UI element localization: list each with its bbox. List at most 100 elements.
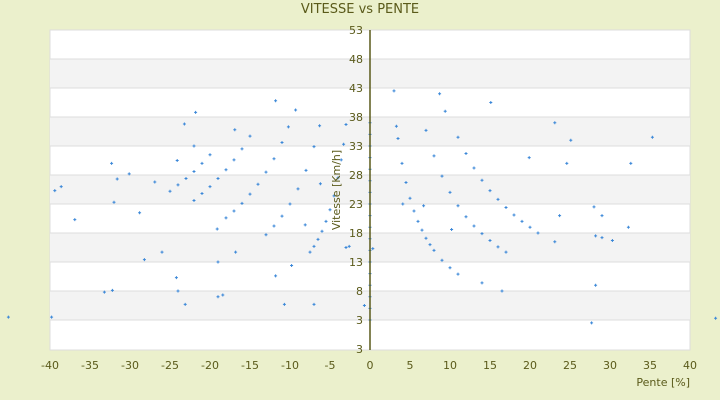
x-tick-label: 10 (443, 359, 457, 372)
data-point (558, 214, 562, 218)
y-tick-label: 48 (349, 53, 363, 66)
x-tick-label: -20 (201, 359, 219, 372)
data-point (527, 156, 531, 160)
data-point (408, 196, 412, 200)
x-tick-label: -25 (161, 359, 179, 372)
data-point (400, 161, 404, 165)
data-point (176, 289, 180, 293)
x-tick-label: -10 (281, 359, 299, 372)
data-point (324, 219, 328, 223)
data-point (256, 182, 260, 186)
data-point (371, 247, 375, 251)
data-point (110, 161, 114, 165)
y-tick-label: 53 (349, 24, 363, 37)
data-point (59, 185, 63, 189)
data-point (464, 152, 468, 156)
y-tick-label: 38 (349, 111, 363, 124)
data-point (456, 135, 460, 139)
data-point (221, 293, 225, 297)
y-tick-label: 23 (349, 198, 363, 211)
data-point (339, 158, 343, 162)
data-point (650, 135, 654, 139)
data-point (504, 205, 508, 209)
data-point (610, 239, 614, 243)
y-tick-label: 43 (349, 82, 363, 95)
data-point (194, 110, 198, 114)
data-point (112, 200, 116, 204)
x-tick-label: -5 (325, 359, 336, 372)
data-point (344, 123, 348, 127)
data-point (432, 248, 436, 252)
data-point (565, 161, 569, 165)
data-point (316, 237, 320, 241)
x-tick-label: 40 (683, 359, 697, 372)
data-point (714, 316, 718, 320)
data-point (420, 228, 424, 232)
data-point (416, 219, 420, 223)
data-point (600, 236, 604, 240)
x-tick-label: 15 (483, 359, 497, 372)
data-point (553, 240, 557, 244)
x-tick-label: -35 (81, 359, 99, 372)
data-point (286, 125, 290, 129)
data-point (73, 218, 77, 222)
data-point (224, 168, 228, 172)
data-point (168, 189, 172, 193)
data-point (600, 214, 604, 218)
data-point (438, 92, 442, 96)
data-point (264, 170, 268, 174)
data-point (443, 109, 447, 113)
data-point (448, 190, 452, 194)
data-point (464, 215, 468, 219)
x-tick-label: 5 (407, 359, 414, 372)
data-point (344, 246, 348, 249)
data-point (592, 205, 596, 209)
data-point (456, 272, 460, 276)
data-point (183, 302, 187, 306)
y-axis-label: Vitesse [Km/h] (330, 150, 343, 230)
data-point (512, 213, 516, 217)
x-tick-labels: -40 -35 -30 -25 -20 -15 -10 -5 0 5 10 15 20 25 30 35 40 (41, 359, 697, 372)
y-tick-label: 13 (349, 256, 363, 269)
data-point (182, 122, 186, 126)
data-point (428, 243, 432, 247)
data-point (488, 239, 492, 243)
data-point (569, 138, 573, 142)
data-point (504, 250, 508, 254)
y-tick-label: 18 (349, 227, 363, 240)
data-point (175, 159, 179, 162)
x-tick-label: 0 (367, 359, 374, 372)
data-point (626, 225, 630, 229)
data-point (308, 250, 312, 254)
data-point (232, 158, 236, 162)
data-point (6, 315, 10, 319)
data-point (280, 214, 284, 218)
data-point (232, 209, 236, 213)
y-tick-label: 3 (356, 314, 363, 327)
data-point (448, 266, 452, 270)
data-point (590, 321, 594, 325)
data-point (401, 202, 405, 206)
data-point (50, 315, 54, 319)
data-point (480, 232, 484, 236)
data-point (216, 176, 220, 180)
data-point (394, 124, 398, 128)
data-point (184, 176, 188, 180)
data-point (312, 244, 316, 248)
data-points (6, 89, 718, 325)
data-point (282, 302, 286, 306)
y-tick-label: 8 (356, 285, 363, 298)
data-point (496, 197, 500, 201)
x-tick-label: 35 (643, 359, 657, 372)
data-point (342, 142, 346, 146)
data-point (432, 154, 436, 158)
data-point (234, 250, 238, 254)
data-point (248, 134, 252, 138)
data-point (450, 228, 454, 232)
data-point (320, 229, 324, 233)
data-point (216, 295, 220, 299)
data-point (142, 258, 146, 262)
data-point (472, 224, 476, 228)
